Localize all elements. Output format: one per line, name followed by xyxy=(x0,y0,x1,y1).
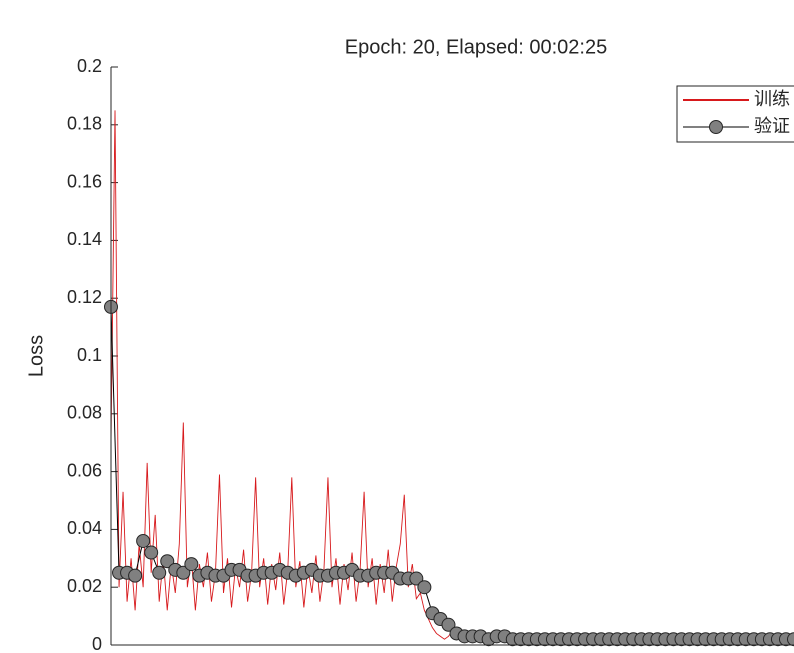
y-axis-label: Loss xyxy=(25,335,47,377)
data-point xyxy=(136,533,151,548)
data-point xyxy=(409,571,424,586)
data-point xyxy=(787,632,794,647)
y-tick-label: 0.12 xyxy=(67,287,102,307)
y-tick-label: 0 xyxy=(92,634,102,653)
y-tick-label: 0.04 xyxy=(67,518,102,538)
data-point xyxy=(128,568,143,583)
legend-marker xyxy=(709,120,723,134)
y-tick-label: 0.16 xyxy=(67,171,102,191)
y-tick-label: 0.14 xyxy=(67,229,102,249)
data-point xyxy=(184,557,199,572)
y-tick-label: 0.1 xyxy=(77,345,102,365)
data-point xyxy=(160,554,175,569)
y-tick-label: 0.18 xyxy=(67,114,102,134)
y-tick-label: 0.08 xyxy=(67,403,102,423)
legend-box xyxy=(676,85,794,143)
y-tick-label: 0.06 xyxy=(67,460,102,480)
data-point xyxy=(417,580,432,595)
data-point xyxy=(152,565,167,580)
chart-title: Epoch: 20, Elapsed: 00:02:25 xyxy=(345,36,607,58)
y-tick-label: 0.02 xyxy=(67,576,102,596)
legend-label: 训练 xyxy=(754,89,790,109)
y-tick-label: 0.2 xyxy=(77,56,102,76)
data-point xyxy=(176,565,191,580)
legend-label: 验证 xyxy=(754,116,790,136)
data-point xyxy=(441,617,456,632)
data-point xyxy=(144,545,159,560)
